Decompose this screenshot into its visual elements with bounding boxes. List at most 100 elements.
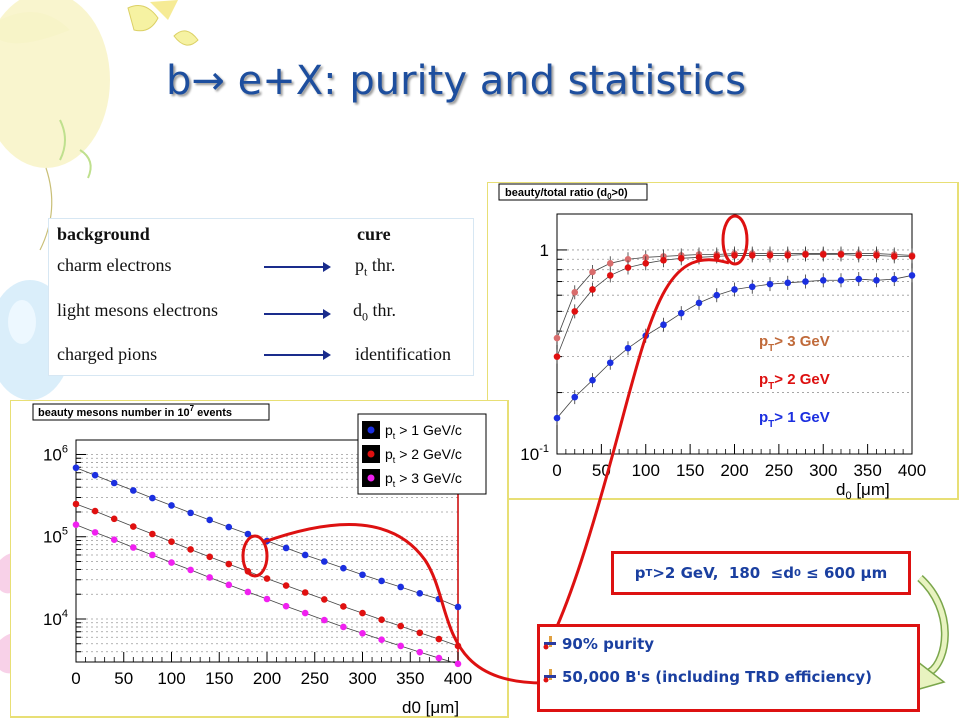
data-point [731, 252, 738, 259]
data-point [748, 283, 756, 291]
data-point [168, 502, 175, 509]
title-suffix: e+X: purity and statistics [224, 58, 746, 104]
x-tick-label: 300 [809, 461, 837, 480]
data-point [130, 544, 137, 551]
data-point [397, 642, 405, 650]
data-point [340, 603, 347, 610]
data-point [606, 260, 614, 267]
data-point [890, 275, 898, 283]
data-point [454, 603, 462, 611]
data-point [378, 577, 385, 585]
data-point [660, 321, 667, 329]
data-point [206, 574, 213, 581]
data-point [110, 536, 118, 544]
data-point [908, 253, 916, 260]
data-point [748, 252, 756, 259]
x-tick-label: 100 [157, 669, 185, 688]
y-tick-label: 104 [43, 608, 68, 629]
data-point [589, 286, 596, 293]
data-point [359, 571, 366, 579]
data-point [340, 564, 347, 572]
beauty-total-ratio-chart: beauty/total ratio (d0>0) 0 50 100 150 200 25… [487, 182, 959, 500]
data-point [359, 629, 366, 637]
data-point [571, 288, 579, 296]
result-box: 90% purity 50,000 B's (including TRD eff… [537, 624, 920, 712]
statistics-result: 50,000 B's (including TRD efficiency) [562, 668, 872, 686]
data-point [91, 471, 99, 479]
data-point [873, 276, 880, 284]
data-point [187, 546, 194, 553]
data-point [571, 393, 579, 401]
data-point [321, 596, 328, 603]
x-tick-label: 150 [205, 669, 233, 688]
y-tick-label: 106 [43, 443, 68, 464]
data-point [766, 280, 774, 288]
data-point [149, 551, 156, 559]
x-tick-label: 0 [71, 669, 80, 688]
data-point [149, 494, 156, 502]
legend-marker [367, 450, 375, 458]
data-point [340, 623, 347, 631]
table-row-cure: pt thr. [355, 255, 396, 279]
data-point [244, 588, 252, 596]
x-tick-label: 100 [632, 461, 660, 480]
data-point [225, 560, 233, 568]
legend-label: pt > 2 GeV/c [385, 446, 462, 465]
data-point [263, 595, 271, 603]
data-point [677, 254, 685, 262]
data-point [589, 268, 596, 276]
table-header-background: background [57, 224, 150, 244]
data-point [802, 251, 809, 258]
data-point [397, 622, 405, 630]
data-point [72, 500, 80, 508]
data-point [908, 272, 916, 279]
data-point [397, 583, 405, 591]
data-point [282, 602, 290, 610]
x-tick-label: 200 [253, 669, 281, 688]
legend-label: pt > 1 GeV/c [385, 422, 462, 441]
data-point [168, 538, 175, 546]
data-point [819, 251, 827, 258]
legend-marker [367, 474, 375, 482]
data-point [435, 595, 443, 603]
data-point [873, 252, 880, 259]
data-point [301, 551, 309, 559]
data-point [225, 581, 233, 589]
data-point [301, 609, 309, 617]
data-point [244, 568, 252, 575]
chart-title: beauty/total ratio (d0>0) [505, 187, 628, 201]
data-point [784, 252, 792, 259]
data-point [819, 276, 827, 284]
data-point [435, 635, 443, 643]
table-row-cure: d0 thr. [353, 300, 397, 324]
data-point [282, 582, 290, 589]
data-point [571, 308, 579, 315]
series-label: pT> 1 GeV [759, 409, 830, 430]
right-arrow-icon [264, 262, 331, 272]
x-tick-label: 400 [444, 669, 472, 688]
legend: pt > 1 GeV/c pt > 2 GeV/c pt > 3 GeV/c [357, 413, 487, 495]
data-point [225, 523, 233, 531]
bullet-icon [543, 636, 556, 650]
title-prefix: b [166, 58, 192, 104]
data-point [855, 252, 863, 259]
arrow-icon: → [191, 58, 225, 104]
data-point [766, 252, 774, 259]
data-point [206, 553, 213, 561]
data-point [642, 332, 650, 339]
y-tick-label: 1 [540, 241, 549, 260]
x-tick-label: 350 [396, 669, 424, 688]
data-point [713, 253, 721, 260]
data-point [435, 654, 443, 662]
data-point [263, 537, 271, 545]
less-equal-icon: ≤ [770, 564, 784, 582]
data-point [187, 566, 194, 574]
data-point [263, 575, 271, 582]
data-point [855, 275, 863, 283]
table-row-background: charged pions [57, 344, 158, 364]
data-point [149, 530, 156, 538]
table-row-background: light mesons electrons [57, 300, 218, 320]
series-label: pT> 3 GeV [759, 333, 830, 354]
beauty-mesons-number-chart: beauty mesons number in 107 events 0 50 10… [10, 400, 509, 718]
